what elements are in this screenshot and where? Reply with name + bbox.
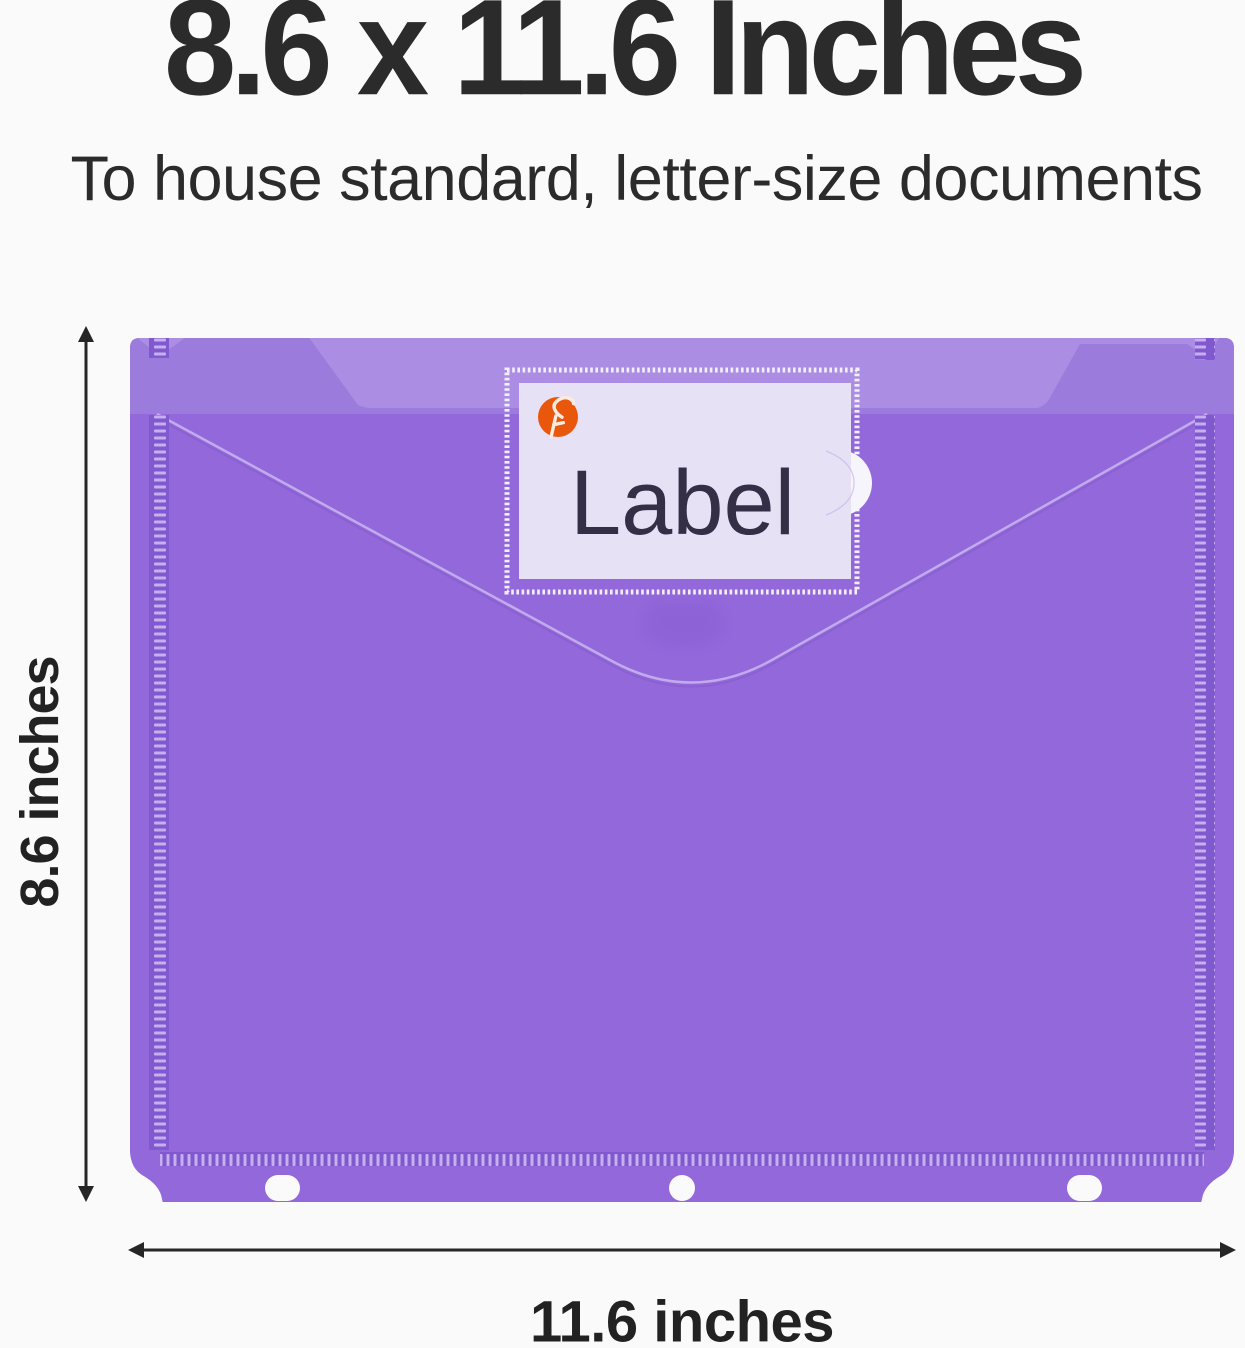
svg-text:Label: Label [570, 452, 795, 554]
